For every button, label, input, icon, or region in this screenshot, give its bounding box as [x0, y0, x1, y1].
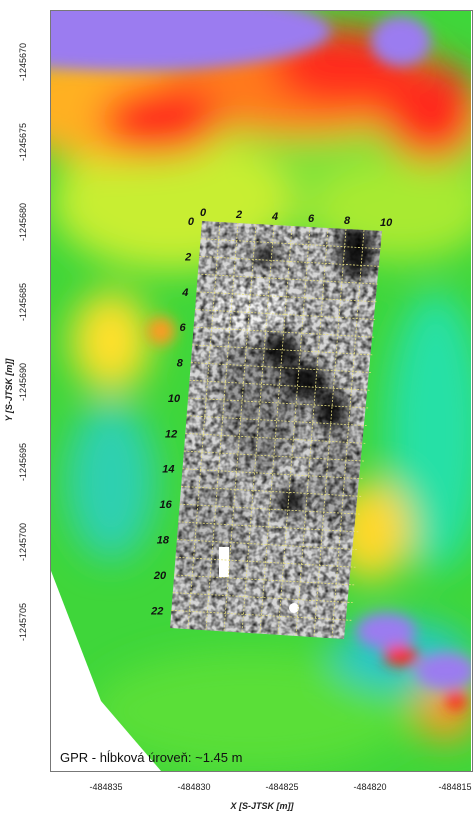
x-tick-label: -484835 [89, 782, 123, 792]
gpr-side-label: 18 [157, 535, 170, 547]
x-tick-label: -484825 [265, 782, 299, 792]
x-axis-title: X [S-JTSK [m]] [230, 801, 294, 811]
y-axis-title: Y [S-JTSK [m]] [4, 358, 14, 422]
gpr-top-label: 10 [380, 217, 393, 229]
x-tick-label: -484830 [177, 782, 211, 792]
gpr-top-label: 4 [271, 211, 278, 223]
gpr-side-label: 6 [180, 322, 187, 334]
gpr-map[interactable]: 0 2 4 6 8 10 0 2 4 6 8 10 12 14 16 18 20 22 [51, 11, 472, 771]
gpr-top-label: 6 [308, 213, 315, 225]
x-tick-label: -484820 [353, 782, 387, 792]
gpr-side-label: 22 [150, 605, 163, 617]
gpr-side-label: 16 [159, 499, 172, 511]
map-caption: GPR - hĺbková úroveň: ~1.45 m [60, 750, 243, 765]
map-frame[interactable]: 0 2 4 6 8 10 0 2 4 6 8 10 12 14 16 18 20 22 [50, 10, 473, 772]
gpr-side-labels: 0 2 4 6 8 10 12 14 16 18 20 22 [150, 216, 195, 617]
gpr-top-label: 8 [344, 215, 351, 227]
gpr-side-label: 2 [184, 251, 191, 263]
x-tick-label: -484815 [438, 782, 472, 792]
gpr-side-label: 14 [162, 464, 174, 476]
gpr-grid-lines [171, 221, 381, 638]
gpr-side-label: 8 [177, 358, 184, 370]
gpr-side-label: 20 [153, 570, 167, 582]
gpr-side-label: 10 [168, 393, 181, 405]
gpr-side-label: 12 [165, 428, 177, 440]
gpr-top-label: 0 [200, 207, 207, 219]
gpr-side-label: 4 [181, 287, 188, 299]
gpr-top-labels: 0 2 4 6 8 10 [200, 207, 393, 229]
gpr-top-label: 2 [235, 209, 242, 221]
gpr-side-label: 0 [188, 216, 195, 228]
